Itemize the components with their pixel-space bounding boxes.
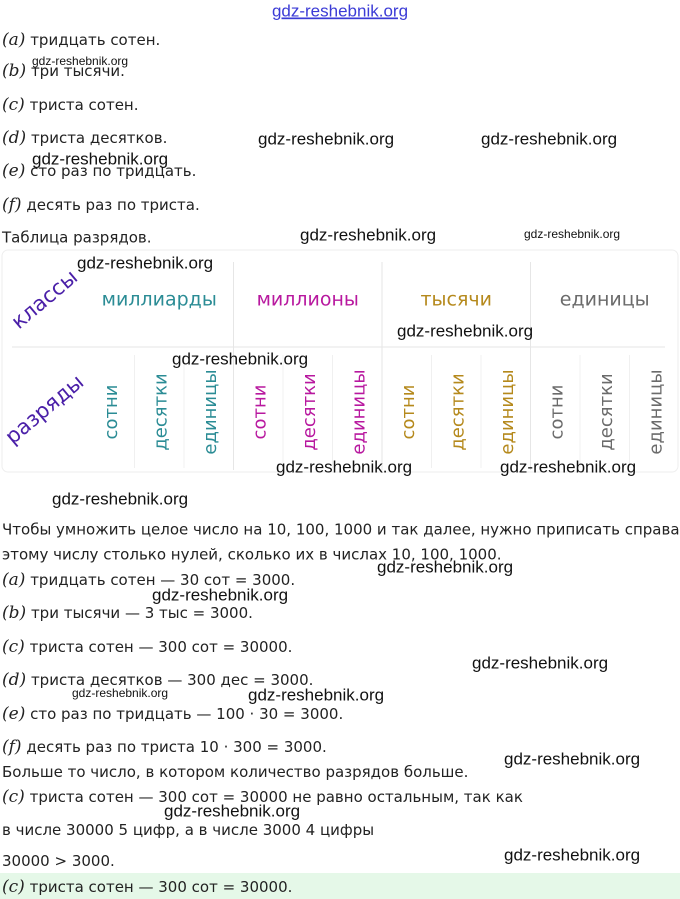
- watermark: gdz-reshebnik.org: [248, 685, 384, 704]
- item-text: тридцать сотен — 30 сот = 3000.: [30, 571, 295, 589]
- digit-name: сотни: [398, 385, 419, 440]
- text-line: (f) десять раз по триста.: [2, 195, 200, 215]
- class-name: миллионы: [257, 289, 359, 311]
- digit-name: единицы: [348, 369, 369, 454]
- text-line: (c) триста сотен — 300 сот = 30000.: [2, 877, 292, 897]
- item-label: (e): [2, 704, 25, 724]
- digit-name: сотни: [249, 385, 270, 440]
- watermark: gdz-reshebnik.org: [472, 653, 608, 672]
- digit-name: десятки: [299, 373, 320, 450]
- class-name: тысячи: [420, 289, 492, 311]
- item-label: (f): [2, 195, 22, 215]
- watermark: gdz-reshebnik.org: [32, 149, 168, 168]
- answer-highlight: [0, 873, 680, 899]
- caption: Таблица разрядов.: [1, 229, 152, 247]
- watermark: gdz-reshebnik.org: [258, 129, 394, 148]
- corner-top: классы: [7, 265, 83, 334]
- corner-bottom: разряды: [0, 370, 88, 449]
- digit-name: десятки: [150, 373, 171, 450]
- item-label: (b): [2, 603, 26, 623]
- watermark: gdz-reshebnik.org: [397, 321, 533, 340]
- item-text: триста десятков — 300 дес = 3000.: [31, 671, 313, 689]
- text-line: в числе 30000 5 цифр, а в числе 3000 4 ц…: [2, 821, 374, 839]
- item-text: три тысячи — 3 тыс = 3000.: [31, 604, 253, 622]
- item-label: (d): [2, 670, 26, 690]
- text-line: (d) триста десятков — 300 дес = 3000.: [2, 670, 313, 690]
- watermark: gdz-reshebnik.org: [481, 129, 617, 148]
- item-text: в числе 30000 5 цифр, а в числе 3000 4 ц…: [2, 821, 374, 839]
- item-label: (e): [2, 161, 25, 181]
- item-label: (c): [2, 787, 25, 807]
- watermark: gdz-reshebnik.org: [500, 457, 636, 476]
- class-name: единицы: [560, 289, 650, 311]
- text-line: (c) триста сотен — 300 сот = 30000 не ра…: [2, 787, 523, 807]
- digit-name: единицы: [497, 369, 518, 454]
- watermark: gdz-reshebnik.org: [377, 557, 513, 576]
- item-text: 30000 > 3000.: [2, 852, 115, 870]
- item-text: десять раз по триста 10 · 300 = 3000.: [26, 738, 326, 756]
- item-text: триста сотен.: [30, 96, 139, 114]
- item-label: (b): [2, 61, 26, 81]
- watermark: gdz-reshebnik.org: [300, 225, 436, 244]
- digit-name: единицы: [200, 369, 221, 454]
- watermark: gdz-reshebnik.org: [524, 227, 620, 241]
- text-line: (c) триста сотен.: [2, 95, 139, 115]
- item-label: (c): [2, 877, 25, 897]
- watermark: gdz-reshebnik.org: [276, 457, 412, 476]
- watermark: gdz-reshebnik.org: [504, 845, 640, 864]
- table-frame: [1, 249, 679, 473]
- item-text: три тысячи.: [31, 62, 125, 80]
- rule-line: Чтобы умножить целое число на 10, 100, 1…: [2, 521, 680, 539]
- item-label: (d): [2, 128, 26, 148]
- item-text: сто раз по тридцать — 100 · 30 = 3000.: [30, 705, 343, 723]
- class-name: миллиарды: [102, 289, 217, 311]
- watermark: gdz-reshebnik.org: [504, 749, 640, 768]
- watermark: gdz-reshebnik.org: [52, 489, 188, 508]
- watermark: gdz-reshebnik.org: [77, 253, 213, 272]
- item-text: триста сотен — 300 сот = 30000 не равно …: [30, 788, 523, 806]
- text-line: 30000 > 3000.: [2, 852, 115, 870]
- text-line: (d) триста десятков.: [2, 128, 167, 148]
- text-line: (c) триста сотен — 300 сот = 30000.: [2, 637, 292, 657]
- item-label: (a): [2, 30, 25, 50]
- item-text: сто раз по тридцать.: [30, 162, 196, 180]
- item-label: (c): [2, 637, 25, 657]
- watermark: gdz-reshebnik.org: [272, 1, 408, 20]
- item-text: десять раз по триста.: [26, 196, 199, 214]
- watermark: gdz-reshebnik.org: [72, 686, 168, 700]
- text-line: (a) тридцать сотен.: [2, 30, 160, 50]
- watermark: gdz-reshebnik.org: [164, 801, 300, 820]
- item-label: (f): [2, 737, 22, 757]
- item-text: триста сотен — 300 сот = 30000.: [30, 878, 293, 896]
- watermark: gdz-reshebnik.org: [152, 585, 288, 604]
- item-text: триста сотен — 300 сот = 30000.: [30, 638, 293, 656]
- digit-name: сотни: [546, 385, 567, 440]
- item-text: триста десятков.: [31, 129, 167, 147]
- text-line: (e) сто раз по тридцать.: [2, 161, 196, 181]
- digit-name: десятки: [596, 373, 617, 450]
- text-line: (b) три тысячи — 3 тыс = 3000.: [2, 603, 253, 623]
- item-text: тридцать сотен.: [30, 31, 160, 49]
- text-line: (b) три тысячи.: [2, 61, 125, 81]
- text-line: (f) десять раз по триста 10 · 300 = 3000…: [2, 737, 327, 757]
- digit-name: единицы: [645, 369, 666, 454]
- watermark: gdz-reshebnik.org: [32, 54, 128, 68]
- item-label: (c): [2, 95, 25, 115]
- rule-line: этому числу столько нулей, сколько их в …: [2, 546, 502, 564]
- text-line: (e) сто раз по тридцать — 100 · 30 = 300…: [2, 704, 343, 724]
- text-line: Больше то число, в котором количество ра…: [2, 763, 468, 781]
- item-label: (a): [2, 570, 25, 590]
- watermark: gdz-reshebnik.org: [172, 349, 308, 368]
- digit-name: сотни: [101, 385, 122, 440]
- digit-name: десятки: [447, 373, 468, 450]
- text-line: (a) тридцать сотен — 30 сот = 3000.: [2, 570, 295, 590]
- item-text: Больше то число, в котором количество ра…: [2, 763, 468, 781]
